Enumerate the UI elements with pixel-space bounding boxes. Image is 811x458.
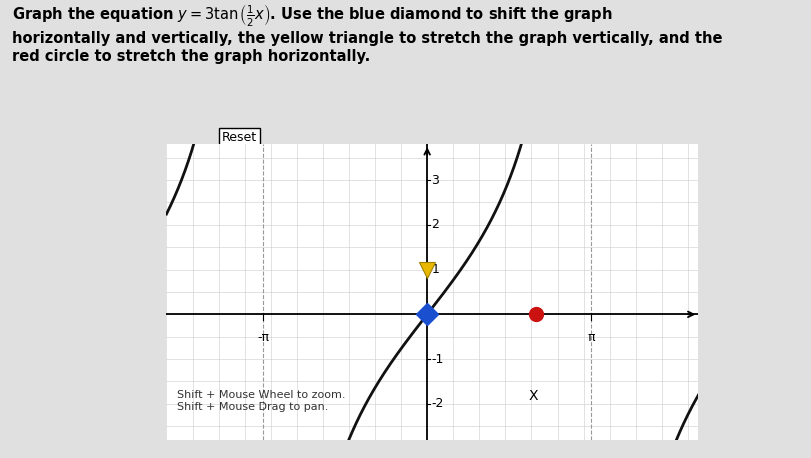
Text: 1: 1 xyxy=(431,263,439,276)
Text: 3: 3 xyxy=(431,174,439,186)
Text: -2: -2 xyxy=(431,398,443,410)
Text: Graph the equation $y = 3\tan\left(\frac{1}{2}x\right)$. Use the blue diamond to: Graph the equation $y = 3\tan\left(\frac… xyxy=(12,3,722,64)
Text: Reset: Reset xyxy=(221,131,257,144)
Text: Shift + Mouse Wheel to zoom.
Shift + Mouse Drag to pan.: Shift + Mouse Wheel to zoom. Shift + Mou… xyxy=(177,390,345,412)
Text: π: π xyxy=(586,332,594,344)
Text: X: X xyxy=(528,388,538,403)
Text: 2: 2 xyxy=(431,218,439,231)
Text: -1: -1 xyxy=(431,353,443,365)
Text: -π: -π xyxy=(257,332,269,344)
